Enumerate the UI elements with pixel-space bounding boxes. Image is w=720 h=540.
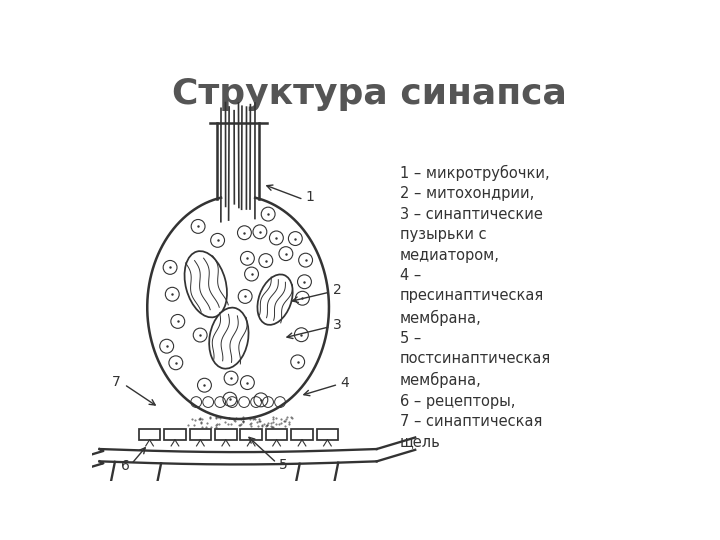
Bar [164,429,186,440]
Bar [317,429,338,440]
Text: 6: 6 [121,459,130,473]
Bar [291,429,312,440]
Text: 3: 3 [333,318,341,332]
Text: 7: 7 [112,375,120,389]
Bar [266,429,287,440]
Text: 2: 2 [333,284,341,298]
Bar [139,429,161,440]
Text: Структура синапса: Структура синапса [171,77,567,111]
Ellipse shape [184,251,227,318]
Text: 1 – микротрубочки,
2 – митохондрии,
3 – синаптические
пузырьки с
медиатором,
4 –: 1 – микротрубочки, 2 – митохондрии, 3 – … [400,165,551,450]
Text: 5: 5 [279,458,288,472]
Ellipse shape [210,308,248,369]
Ellipse shape [258,274,293,325]
Bar [215,429,237,440]
Bar [240,429,262,440]
Text: 1: 1 [306,190,315,204]
Bar [189,429,211,440]
Text: 4: 4 [341,376,349,390]
